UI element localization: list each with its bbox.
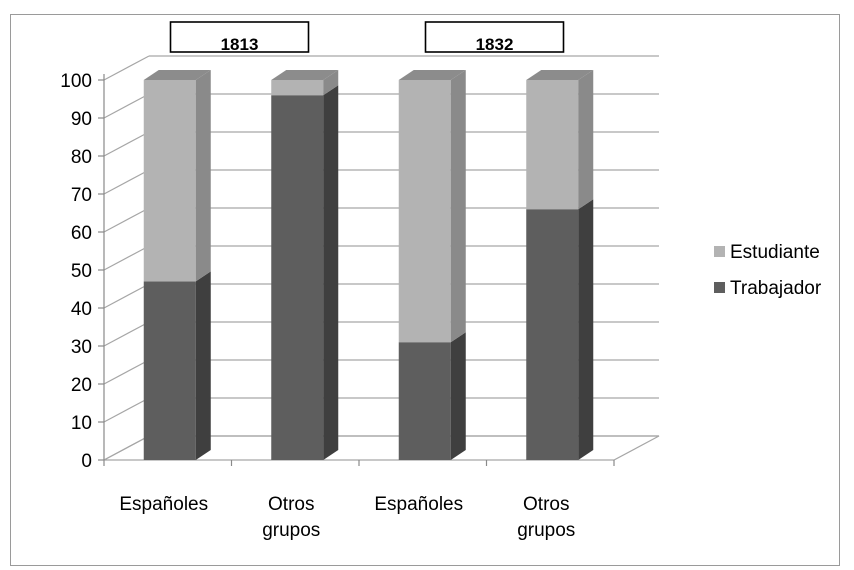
side-wall-gridline	[103, 55, 150, 81]
bar-top-estudiante	[143, 70, 211, 80]
bars	[143, 70, 594, 460]
x-category-label: Otros grupos	[517, 494, 575, 541]
labels: 0 10 20 30 40 50 60 70 80 90 100 Españoles Otros grup…	[60, 21, 575, 541]
bar-side-estudiante	[450, 70, 466, 343]
bar-side-trabajador	[195, 271, 211, 460]
bar-top-estudiante	[398, 70, 466, 80]
x-category-label-line: Otros	[523, 494, 569, 515]
group-box	[424, 21, 565, 53]
group-label-1813: 1813	[221, 35, 259, 54]
side-wall-gridline	[103, 321, 150, 347]
bar-side-estudiante	[578, 70, 594, 210]
bar-top-estudiante	[526, 70, 594, 80]
bar-trabajador	[398, 342, 451, 460]
bar-side-trabajador	[323, 85, 339, 460]
bar-side-estudiante	[323, 70, 339, 96]
side-wall-gridline	[103, 397, 150, 423]
y-tick-label: 10	[71, 413, 92, 434]
bar-trabajador	[271, 95, 324, 460]
side-wall-gridline	[103, 359, 150, 385]
y-tick-label: 40	[71, 299, 92, 320]
x-category-label-line: Españoles	[374, 494, 463, 515]
y-tick-label: 60	[71, 223, 92, 244]
axes	[98, 74, 615, 466]
x-category-label: Españoles	[374, 494, 463, 515]
y-tick-label: 90	[71, 109, 92, 130]
legend-label-estudiante: Estudiante	[730, 242, 820, 263]
bar-side-estudiante	[195, 70, 211, 282]
bar-trabajador	[143, 281, 196, 460]
side-wall-gridline	[103, 93, 150, 119]
legend-label-trabajador: Trabajador	[730, 278, 822, 299]
bar-estudiante	[143, 80, 196, 282]
bar-top-estudiante	[271, 70, 339, 80]
x-category-label-line: Españoles	[119, 494, 208, 515]
x-category-label: Españoles	[119, 494, 208, 515]
y-tick-label: 0	[81, 451, 92, 472]
side-wall-gridline	[103, 169, 150, 195]
y-tick-label: 100	[60, 71, 92, 92]
x-category-label: Otros grupos	[262, 494, 320, 541]
y-tick-label: 30	[71, 337, 92, 358]
y-tick-label: 50	[71, 261, 92, 282]
bar-estudiante	[398, 80, 451, 343]
legend-swatch-estudiante	[714, 246, 725, 257]
group-box	[169, 21, 310, 53]
group-label-1832: 1832	[476, 35, 514, 54]
side-wall-gridline	[103, 283, 150, 309]
side-wall-gridline	[103, 245, 150, 271]
bar-side-trabajador	[450, 332, 466, 460]
legend: Estudiante Trabajador	[714, 242, 822, 299]
bar-side-trabajador	[578, 199, 594, 460]
x-category-label-line: grupos	[517, 520, 575, 541]
bar-estudiante	[271, 80, 324, 96]
side-wall-gridline	[103, 131, 150, 157]
bar-estudiante	[526, 80, 579, 210]
bar-trabajador	[526, 209, 579, 460]
y-tick-label: 20	[71, 375, 92, 396]
x-category-label-line: grupos	[262, 520, 320, 541]
y-tick-label: 80	[71, 147, 92, 168]
y-tick-label: 70	[71, 185, 92, 206]
side-wall-gridline	[103, 207, 150, 233]
x-category-label-line: Otros	[268, 494, 314, 515]
legend-swatch-trabajador	[714, 282, 725, 293]
